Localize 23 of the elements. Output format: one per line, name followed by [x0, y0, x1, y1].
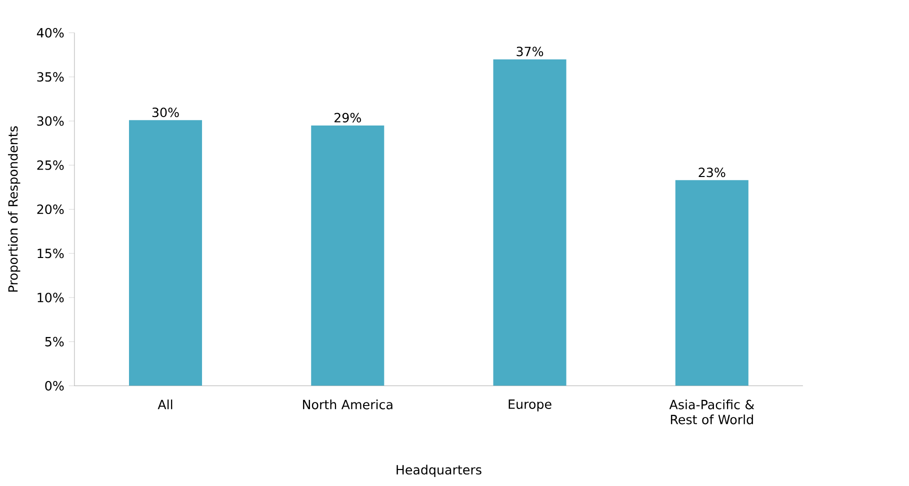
y-tick-label: 35%: [37, 72, 64, 82]
y-tick-label: 20%: [37, 204, 64, 214]
data-label: 29%: [334, 112, 361, 122]
y-tick-label: 0%: [45, 381, 64, 391]
data-label: 30%: [152, 108, 179, 118]
bar: [493, 59, 566, 386]
y-axis-title: Proportion of Respondents: [8, 126, 20, 292]
data-label: 37%: [516, 46, 544, 56]
x-tick-label: Europe: [508, 400, 552, 412]
x-axis-title: Headquarters: [396, 464, 482, 478]
bar: [311, 125, 384, 386]
bar: [675, 180, 748, 386]
y-tick-label: 40%: [36, 28, 64, 38]
x-tick-label: Asia-Pacific & Rest of World: [669, 400, 754, 424]
y-tick-label: 5%: [45, 336, 64, 346]
bar: [128, 120, 202, 386]
y-tick-label: 10%: [38, 292, 64, 302]
y-tick-label: 30%: [37, 116, 64, 126]
y-tick-label: 25%: [37, 160, 64, 170]
x-tick-label: North America: [303, 400, 392, 410]
data-label: 23%: [698, 168, 726, 178]
y-tick-label: 15%: [38, 248, 64, 258]
x-tick-label: All: [158, 400, 172, 410]
